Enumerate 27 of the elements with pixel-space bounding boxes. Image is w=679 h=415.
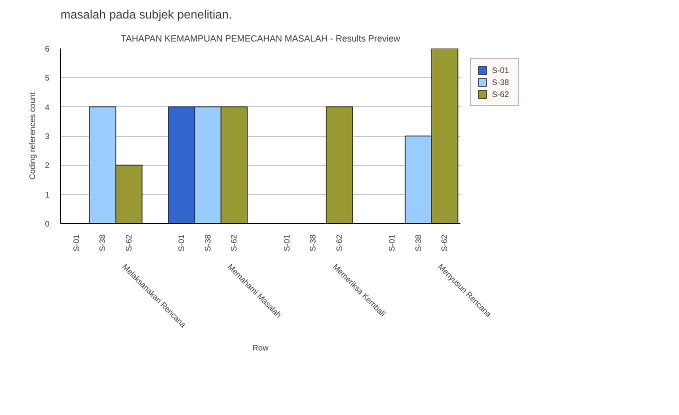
text: S-01 — [177, 234, 186, 252]
y-tick-label: 1 — [45, 190, 50, 200]
text: S-38 — [98, 234, 108, 252]
text: S-62 — [230, 234, 239, 252]
text: S-38 — [308, 234, 318, 252]
legend-label: S-38 — [492, 78, 510, 86]
text: S-38 — [203, 234, 212, 252]
y-tick-label: 0 — [45, 220, 50, 228]
x-axis-title: Row — [252, 344, 269, 353]
text: S-62 — [440, 234, 450, 252]
y-tick-label: 6 — [45, 44, 50, 54]
text: masalah pada subjek penelitian. — [60, 8, 232, 22]
text: S-62 — [124, 234, 134, 252]
text: S-01 — [388, 234, 397, 252]
text: S-01 — [282, 234, 292, 252]
text: S-38 — [414, 234, 423, 252]
y-tick-label: 5 — [45, 74, 50, 83]
bar — [326, 106, 354, 224]
legend-label: S-01 — [492, 66, 510, 74]
y-tick-label: 3 — [45, 132, 50, 141]
y-tick-label: 2 — [45, 161, 50, 170]
text: S-01 — [72, 234, 81, 252]
legend-label: S-62 — [492, 90, 510, 98]
y-tick-label: 4 — [45, 102, 50, 112]
text: S-62 — [334, 234, 344, 252]
chart-title: TAHAPAN KEMAMPUAN PEMECAHAN MASALAH - Results Preview — [120, 34, 401, 44]
y-axis-title: Coding references count — [28, 92, 38, 180]
